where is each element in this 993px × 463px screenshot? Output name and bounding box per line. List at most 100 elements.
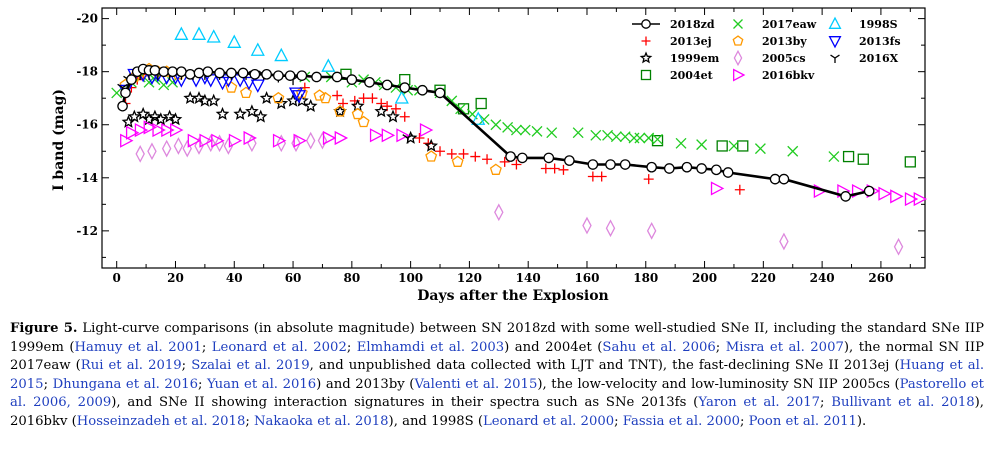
citation-link[interactable]: Hosseinzadeh et al. 2018: [76, 413, 246, 429]
data-point: [425, 150, 438, 162]
data-point: [194, 137, 204, 155]
series-2018zd: [117, 63, 875, 202]
data-point: [451, 155, 464, 167]
data-point: [358, 93, 369, 104]
citation-link[interactable]: Huang et al. 2015: [10, 358, 985, 392]
data-point: [390, 82, 402, 94]
legend-label: 1998S: [859, 18, 898, 31]
data-point: [828, 151, 840, 163]
data-point: [322, 130, 337, 146]
data-point: [652, 133, 663, 145]
data-point: [564, 155, 575, 166]
data-point: [161, 139, 172, 158]
x-tick-label: 220: [751, 271, 776, 285]
data-point: [250, 79, 265, 93]
data-point: [148, 109, 162, 123]
legend-label: 2013by: [762, 35, 807, 48]
citation-link[interactable]: Misra et al. 2007: [725, 339, 844, 355]
data-point: [167, 66, 178, 77]
data-point: [305, 131, 316, 150]
citation-link[interactable]: Rui et al. 2019: [80, 358, 182, 374]
data-point: [136, 106, 150, 120]
citation-link[interactable]: Dhungana et al. 2016: [52, 376, 198, 392]
citation-link[interactable]: Nakaoka et al. 2018: [253, 413, 389, 429]
data-point: [272, 133, 287, 148]
citation-link[interactable]: Poon et al. 2011: [748, 413, 857, 429]
legend-item-2013ej: 2013ej: [641, 35, 712, 48]
legend-marker: [641, 19, 651, 29]
citation-link[interactable]: Pastorello et al. 2006, 2009: [10, 376, 984, 411]
data-point: [250, 42, 265, 56]
data-point: [334, 105, 347, 117]
data-point: [396, 128, 410, 143]
data-point: [183, 91, 198, 105]
data-point: [369, 128, 384, 143]
data-point: [215, 106, 230, 120]
data-point: [192, 91, 206, 105]
legend-item-2013by: 2013by: [732, 35, 807, 48]
y-axis-label: I band (mag): [51, 89, 67, 191]
data-point: [364, 76, 375, 88]
caption-text: ;: [201, 339, 212, 355]
legend: 2018zd 2013ej 1999em 2004et 2017eaw 2013by 200…: [632, 16, 901, 82]
data-point: [904, 191, 919, 207]
data-point: [482, 154, 493, 165]
caption-text: ), and 1998S (: [388, 413, 483, 429]
data-point: [117, 100, 128, 112]
data-point: [878, 186, 892, 201]
data-point: [243, 130, 257, 146]
data-point: [511, 159, 522, 170]
data-point: [202, 66, 214, 77]
x-tick-label: 20: [167, 271, 184, 285]
caption-body: Light-curve comparisons (in absolute mag…: [10, 321, 984, 429]
data-point: [374, 104, 389, 118]
x-tick-label: 240: [810, 271, 835, 285]
data-point: [332, 90, 343, 101]
data-point: [446, 148, 457, 159]
data-point: [619, 159, 631, 170]
data-point: [293, 133, 307, 148]
data-point: [778, 173, 790, 185]
data-point: [346, 74, 358, 85]
data-point: [414, 133, 425, 143]
data-point: [273, 70, 284, 81]
citation-link[interactable]: Leonard et al. 2000: [483, 413, 615, 429]
data-point: [913, 191, 928, 207]
citation-link[interactable]: Szalai et al. 2019: [191, 358, 310, 374]
data-point: [187, 133, 202, 148]
y-tick-label: -18: [76, 65, 98, 79]
citation-link[interactable]: Leonard et al. 2002: [211, 339, 347, 355]
citation-link[interactable]: Valenti et al. 2015: [414, 376, 538, 392]
data-point: [331, 71, 343, 83]
data-point: [651, 135, 664, 147]
data-point: [458, 148, 469, 159]
citation-link[interactable]: Yuan et al. 2016: [207, 376, 317, 392]
citation-link[interactable]: Elmhamdi et al. 2003: [356, 339, 505, 355]
data-point: [471, 111, 486, 125]
legend-label: 1999em: [670, 52, 720, 65]
citation-link[interactable]: Fassia et al. 2000: [622, 413, 741, 429]
data-point: [478, 113, 490, 125]
data-point: [610, 131, 622, 143]
data-point: [619, 131, 631, 143]
data-point: [696, 139, 708, 151]
data-point: [399, 82, 411, 93]
citation-link[interactable]: Yaron et al. 2017: [698, 395, 821, 411]
citation-link[interactable]: Sahu et al. 2006: [602, 339, 716, 355]
data-point: [351, 107, 364, 120]
data-point: [728, 140, 740, 152]
legend-marker: [733, 19, 743, 29]
legend-marker: [640, 69, 652, 81]
data-point: [787, 145, 799, 157]
y-tick-label: -16: [76, 118, 98, 132]
caption-text: ), the normal SN IIP 2017eaw (: [10, 339, 985, 374]
data-point: [643, 132, 655, 144]
citation-link[interactable]: Bullivant et al. 2018: [831, 395, 975, 411]
data-point: [455, 103, 467, 115]
data-point: [184, 69, 196, 80]
data-point: [317, 131, 328, 150]
data-point: [582, 216, 592, 235]
citation-link[interactable]: Hamuy et al. 2001: [74, 339, 202, 355]
data-point: [499, 156, 510, 167]
data-point: [754, 143, 766, 155]
